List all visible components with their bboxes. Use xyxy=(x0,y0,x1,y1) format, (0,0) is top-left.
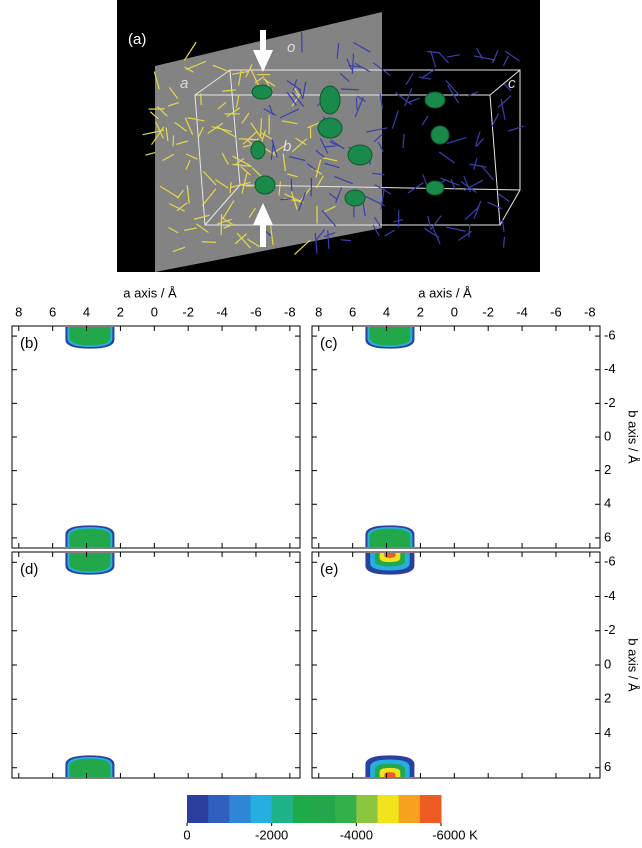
contour xyxy=(69,553,110,571)
axis-label: c xyxy=(508,75,516,92)
colorbar-swatch xyxy=(272,795,294,823)
y-tick-label: 2 xyxy=(604,462,611,477)
panel-label: (d) xyxy=(20,561,38,578)
colorbar-swatch xyxy=(187,795,209,823)
x-tick-label: -8 xyxy=(584,304,596,319)
y-tick-label: -2 xyxy=(604,622,616,637)
figure: (a) a o b c a axis / Å a axis / Å b axis… xyxy=(0,0,642,843)
colorbar-swatch xyxy=(251,795,273,823)
bond xyxy=(280,199,291,200)
colorbar-swatch xyxy=(378,795,400,823)
y-axis-title: b axis / Å xyxy=(626,638,641,692)
colorbar-swatch xyxy=(208,795,230,823)
y-tick-label: 0 xyxy=(604,428,611,443)
x-axis-title: a axis / Å xyxy=(418,285,472,300)
y-tick-label: -4 xyxy=(604,588,616,603)
y-tick-label: -2 xyxy=(604,395,616,410)
bond xyxy=(469,225,470,237)
panel-label: (e) xyxy=(320,561,338,578)
x-tick-label: 4 xyxy=(83,304,90,319)
contour xyxy=(384,772,395,777)
bond xyxy=(201,93,202,105)
contour xyxy=(369,327,410,345)
y-tick-label: 4 xyxy=(604,725,611,740)
x-tick-label: 0 xyxy=(451,304,458,319)
colorbar-tick-label: -4000 xyxy=(340,827,373,842)
colorbar-tick-label: -2000 xyxy=(255,827,288,842)
panel-a-image: (a) a o b c xyxy=(117,0,540,272)
y-tick-label: -4 xyxy=(604,361,616,376)
y-tick-label: 6 xyxy=(604,759,611,774)
axis-label: b xyxy=(283,138,291,155)
panel-frame xyxy=(312,552,600,778)
x-tick-label: 2 xyxy=(117,304,124,319)
colorbar-swatch xyxy=(314,795,336,823)
y-tick-label: 2 xyxy=(604,691,611,706)
colorbar-swatch xyxy=(335,795,357,823)
x-tick-label: -6 xyxy=(250,304,262,319)
x-tick-label: -2 xyxy=(182,304,194,319)
axis-label: o xyxy=(287,39,295,56)
x-tick-label: -2 xyxy=(482,304,494,319)
panel-frame xyxy=(312,326,600,548)
colorbar-swatch xyxy=(229,795,251,823)
axis-label: a xyxy=(180,75,188,92)
colorbar-swatch xyxy=(356,795,378,823)
contour xyxy=(69,327,110,345)
bond xyxy=(325,146,335,147)
x-tick-label: -6 xyxy=(550,304,562,319)
contour xyxy=(69,759,110,777)
contour xyxy=(69,529,110,547)
x-tick-label: 8 xyxy=(15,304,22,319)
panel-label: (a) xyxy=(128,31,146,48)
panel: (c) xyxy=(312,326,600,548)
bond xyxy=(302,32,303,52)
panel-label: (c) xyxy=(320,335,338,352)
colorbar-tick-label: -6000 K xyxy=(432,827,478,842)
contour xyxy=(369,529,410,547)
panel: (b) xyxy=(12,326,300,548)
panel-label: (b) xyxy=(20,335,38,352)
colorbar-tick-label: 0 xyxy=(183,827,190,842)
bond xyxy=(341,89,359,90)
y-axis-title: b axis / Å xyxy=(626,410,641,464)
y-tick-label: 4 xyxy=(604,496,611,511)
x-tick-label: 4 xyxy=(383,304,390,319)
x-tick-label: -8 xyxy=(284,304,296,319)
bond xyxy=(291,179,292,192)
bond xyxy=(311,178,312,196)
panel-frame xyxy=(12,552,300,778)
y-tick-label: -6 xyxy=(604,554,616,569)
y-tick-label: 6 xyxy=(604,529,611,544)
y-tick-label: 0 xyxy=(604,656,611,671)
colorbar-swatch xyxy=(420,795,442,823)
colorbar-swatch xyxy=(399,795,421,823)
panel: (e) xyxy=(312,552,600,778)
bond xyxy=(356,98,357,110)
panel: (d) xyxy=(12,552,300,778)
panel-frame xyxy=(12,326,300,548)
bond xyxy=(202,242,216,243)
x-tick-label: -4 xyxy=(216,304,228,319)
x-tick-label: 6 xyxy=(49,304,56,319)
x-tick-label: 0 xyxy=(151,304,158,319)
x-tick-label: -4 xyxy=(516,304,528,319)
y-tick-label: -6 xyxy=(604,328,616,343)
x-tick-label: 2 xyxy=(417,304,424,319)
x-tick-label: 6 xyxy=(349,304,356,319)
x-tick-label: 8 xyxy=(315,304,322,319)
colorbar-swatch xyxy=(293,795,315,823)
x-axis-title: a axis / Å xyxy=(123,285,177,300)
contour xyxy=(384,553,395,558)
